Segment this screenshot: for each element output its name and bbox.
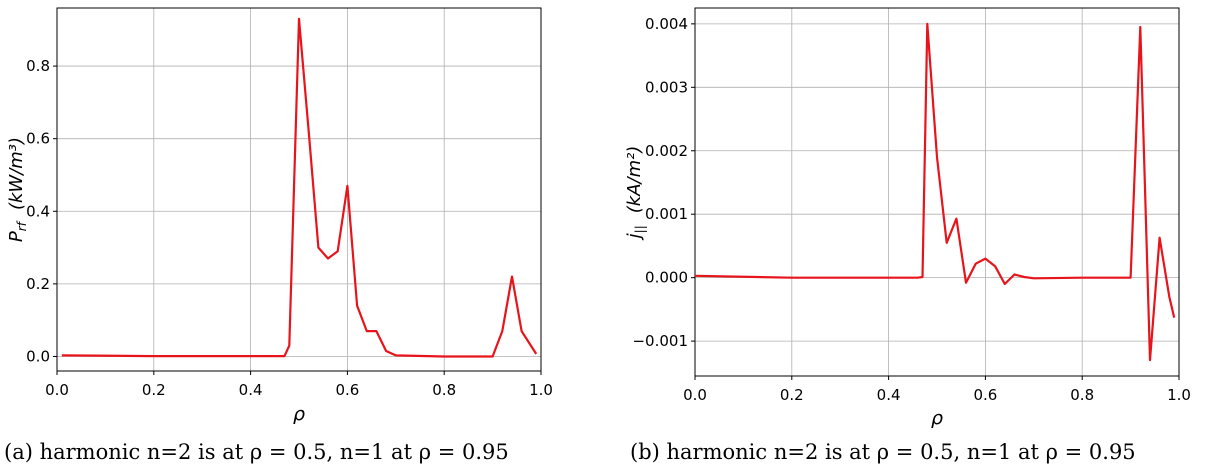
x-axis-label: ρ [931,407,943,429]
y-tick-label: 0.6 [26,130,50,148]
chart-a: 0.0 0.2 0.4 0.6 0.8 1.0 0.0 0.2 0.4 0.6 0.8 ρ Prf(kW… [6,8,553,425]
x-tick-label: 1.0 [1167,386,1191,404]
x-tick-label: 0.8 [1070,386,1094,404]
y-tick-label: 0.003 [645,78,688,96]
y-tick-label: 0.0 [26,347,50,365]
x-tick-label: 0.0 [45,381,69,399]
caption-a: (a) harmonic n=2 is at ρ = 0.5, n=1 at ρ… [4,440,509,464]
x-axis-label: ρ [293,403,305,425]
series-line [695,24,1174,360]
x-tick-label: 0.6 [973,386,997,404]
y-tick-label: 0.8 [26,57,50,75]
y-tick-label: −0.001 [632,332,688,350]
y-tick-label: 0.000 [645,269,688,287]
y-tick-label: 0.002 [645,142,688,160]
x-tick-label: 0.6 [335,381,359,399]
y-tick-label: 0.004 [645,15,688,33]
plot-frame [695,8,1179,376]
x-tick-label: 0.2 [142,381,166,399]
y-tick-label: 0.001 [645,205,688,223]
y-axis-label: Prf(kW/m³) [6,137,29,242]
y-tick-label: 0.4 [26,202,50,220]
x-tick-label: 1.0 [529,381,553,399]
x-tick-label: 0.4 [877,386,901,404]
caption-b: (b) harmonic n=2 is at ρ = 0.5, n=1 at ρ… [630,440,1136,464]
y-tick-label: 0.2 [26,275,50,293]
x-tick-label: 0.4 [239,381,263,399]
y-axis-label: j||(kA/m²) [624,146,647,242]
chart-b: 0.0 0.2 0.4 0.6 0.8 1.0 −0.001 0.000 0.001 0.002 0… [624,8,1191,429]
plot-frame [57,8,541,371]
x-tick-label: 0.0 [683,386,707,404]
series-line [62,19,536,357]
x-tick-label: 0.2 [780,386,804,404]
x-tick-label: 0.8 [432,381,456,399]
